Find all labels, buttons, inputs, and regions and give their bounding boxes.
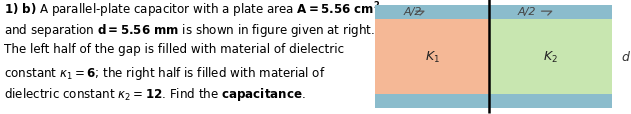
Text: $\mathit{K}_1$: $\mathit{K}_1$	[425, 49, 440, 65]
Text: $\mathit{K}_2$: $\mathit{K}_2$	[543, 49, 558, 65]
Bar	[375, 94, 612, 108]
Bar	[489, 20, 612, 94]
Text: A/2: A/2	[517, 7, 551, 17]
Bar	[375, 6, 612, 20]
Bar	[375, 20, 489, 94]
Text: and separation $\mathbf{d{=}5.56\ mm}$ is shown in figure given at right.: and separation $\mathbf{d{=}5.56\ mm}$ i…	[4, 21, 375, 38]
Text: dielectric constant $\boldsymbol{\kappa_2}{=}\mathbf{12}$. Find the $\mathbf{cap: dielectric constant $\boldsymbol{\kappa_…	[4, 85, 305, 102]
Text: The left half of the gap is filled with material of dielectric: The left half of the gap is filled with …	[4, 43, 344, 56]
Text: A/2: A/2	[404, 7, 424, 17]
Text: constant $\boldsymbol{\kappa_1}{=}\mathbf{6}$; the right half is filled with mat: constant $\boldsymbol{\kappa_1}{=}\mathb…	[4, 64, 326, 81]
Text: $\mathbf{1)\ b)}$ A parallel-plate capacitor with a plate area $\mathbf{A{=}5.56: $\mathbf{1)\ b)}$ A parallel-plate capac…	[4, 0, 380, 19]
Text: d: d	[622, 51, 629, 63]
